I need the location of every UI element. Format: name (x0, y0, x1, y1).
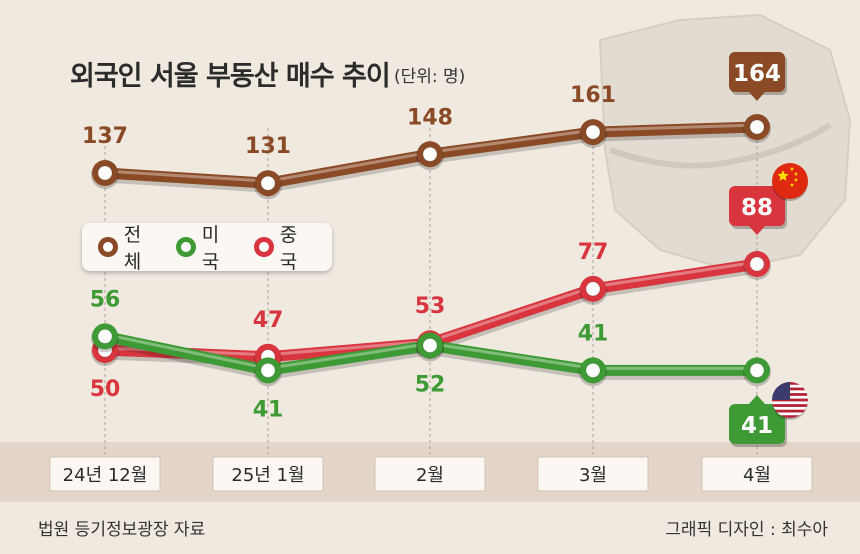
legend-item-usa: 미국 (176, 220, 236, 274)
category-box (701, 456, 813, 492)
data-point-core (749, 256, 765, 272)
data-label: 41 (253, 397, 284, 422)
data-point-core (585, 281, 601, 297)
chart-title: 외국인 서울 부동산 매수 추이 (70, 61, 391, 92)
river-shape (608, 122, 832, 169)
legend-marker-china (254, 237, 274, 257)
callout-usa-box (729, 404, 785, 444)
source-note: 법원 등기정보광장 자료 (38, 520, 206, 540)
x-tick-label: 24년 12월 (63, 465, 148, 486)
seoul-map-shape (598, 13, 852, 272)
data-label: 53 (415, 294, 446, 319)
legend-label-total: 전체 (123, 224, 142, 273)
graphic-credit: 그래픽 디자인 : 최수아 (665, 520, 828, 540)
data-label: 148 (407, 105, 453, 130)
callout-china-box (729, 186, 785, 226)
callout-total-pointer (749, 92, 765, 101)
data-label: 41 (578, 321, 609, 346)
data-label: 56 (90, 287, 121, 312)
callout-total-box (729, 52, 785, 92)
legend: 전체 미국 중국 (82, 220, 332, 274)
data-label: 50 (90, 377, 121, 402)
data-label: 77 (578, 240, 609, 265)
data-label: 88 (741, 195, 773, 221)
legend-marker-usa (176, 237, 196, 257)
legend-label-china: 중국 (279, 224, 298, 273)
usa-flag-stripe (772, 404, 808, 407)
category-box (212, 456, 324, 492)
x-tick-label: 2월 (416, 465, 444, 486)
usa-flag-canton (772, 382, 790, 400)
x-tick-label: 3월 (579, 465, 607, 486)
category-box (537, 456, 649, 492)
china-flag-star-small (793, 171, 799, 176)
data-point-core (585, 124, 601, 140)
data-point-core (97, 165, 113, 181)
china-flag-star-small (789, 182, 795, 187)
data-label: 161 (570, 83, 616, 108)
china-flag-star-large (777, 170, 789, 181)
data-point-core (260, 175, 276, 191)
unit-label: (단위: 명) (394, 67, 466, 87)
x-tick-label: 4월 (743, 465, 771, 486)
legend-item-total: 전체 (98, 220, 158, 274)
usa-flag-stripe (772, 409, 808, 413)
data-point-core (97, 328, 113, 344)
category-box (374, 456, 486, 492)
legend-marker-total (98, 237, 118, 257)
china-flag-star-small (793, 177, 799, 182)
data-point-core (749, 362, 765, 378)
data-point-core (749, 119, 765, 135)
legend-label-usa: 미국 (201, 224, 220, 273)
data-point-core (260, 362, 276, 378)
legend-item-china: 중국 (254, 220, 314, 274)
category-box (49, 456, 161, 492)
data-point-core (422, 146, 438, 162)
data-label: 47 (253, 308, 284, 333)
data-label: 41 (741, 413, 773, 439)
callout-china-pointer (749, 226, 765, 235)
data-label: 52 (415, 372, 446, 397)
data-label: 137 (82, 124, 128, 149)
china-flag-star-small (789, 166, 795, 171)
data-point-core (422, 337, 438, 353)
x-tick-label: 25년 1월 (231, 465, 304, 486)
usa-flag-stripe (772, 415, 808, 418)
data-label: 131 (245, 134, 291, 159)
callout-usa-pointer (749, 395, 765, 404)
data-label: 164 (733, 61, 781, 87)
china-flag-icon (772, 163, 808, 199)
data-point-core (585, 362, 601, 378)
